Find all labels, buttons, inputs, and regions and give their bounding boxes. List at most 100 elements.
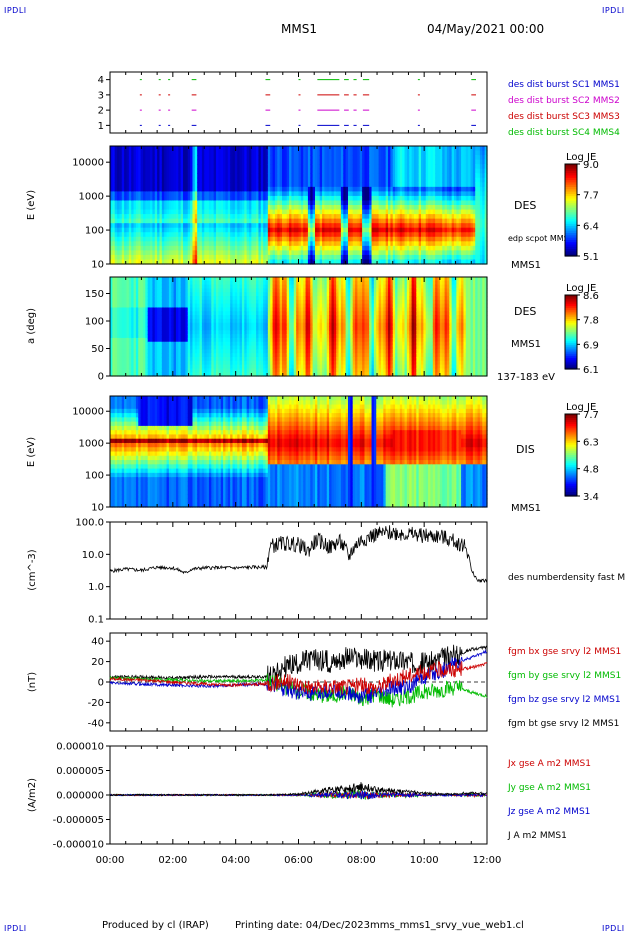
des-energy-cell	[194, 177, 198, 183]
burst-legend-label: des dist burst SC4 MMS4	[508, 128, 620, 138]
des-energy-cell	[187, 241, 191, 247]
des-energy-cell	[246, 232, 250, 238]
des-energy-cell	[147, 250, 151, 256]
des-energy-cell	[117, 259, 121, 265]
des-energy-cell	[213, 191, 217, 197]
des-energy-cell	[194, 227, 198, 233]
des-energy-cell	[192, 254, 196, 261]
des-energy-cell	[208, 146, 212, 152]
des-energy-cell	[152, 259, 156, 265]
des-energy-cell	[208, 223, 212, 229]
des-energy-cell	[256, 200, 260, 206]
des-energy-cell	[208, 182, 212, 188]
des-energy-cell	[173, 223, 177, 229]
des-energy-cell	[241, 232, 245, 238]
des-energy-cell	[112, 259, 116, 265]
des-energy-cell	[112, 214, 116, 220]
des-energy-cell	[168, 205, 172, 211]
des-energy-cell	[164, 245, 168, 251]
des-energy-cell	[239, 245, 243, 251]
des-energy-cell	[241, 236, 245, 242]
des-energy-cell	[154, 218, 158, 224]
des-energy-cell	[157, 155, 161, 161]
des-energy-cell	[246, 205, 250, 211]
des-energy-cell	[168, 191, 172, 197]
des-energy-cell	[110, 146, 113, 152]
des-energy-cell	[175, 191, 179, 197]
des-energy-cell	[256, 214, 260, 220]
des-energy-cell	[119, 195, 123, 202]
des-energy-cell	[185, 182, 189, 188]
des-energy-cell	[112, 250, 116, 256]
des-energy-cell	[161, 259, 165, 265]
des-energy-cell	[154, 159, 158, 165]
des-energy-cell	[218, 209, 222, 215]
des-energy-cell	[164, 223, 168, 229]
des-energy-cell	[187, 214, 191, 220]
des-energy-cell	[157, 150, 161, 156]
des-energy-cell	[253, 195, 257, 202]
des-energy-cell	[126, 164, 130, 170]
des-energy-cell	[110, 227, 113, 233]
des-energy-cell	[168, 164, 172, 170]
des-energy-cell	[175, 227, 179, 233]
des-energy-cell	[197, 250, 201, 256]
des-energy-cell	[112, 195, 116, 202]
des-energy-cell	[237, 195, 241, 202]
des-energy-cell	[124, 159, 128, 165]
des-energy-cell	[173, 146, 177, 152]
des-energy-cell	[159, 236, 163, 242]
des-energy-cell	[140, 227, 144, 233]
des-energy-cell	[145, 227, 149, 233]
des-energy-cell	[138, 146, 142, 152]
des-energy-cell	[251, 250, 255, 256]
des-energy-cell	[197, 205, 201, 211]
des-energy-cell	[152, 155, 156, 161]
des-energy-cell	[246, 146, 250, 152]
des-energy-colorbar-tick-label: 9.0	[583, 160, 599, 171]
des-energy-cell	[206, 209, 210, 215]
des-energy-cell	[258, 191, 262, 197]
des-energy-cell	[218, 155, 222, 161]
des-energy-cell	[220, 205, 224, 211]
des-energy-cell	[230, 245, 234, 251]
des-energy-cell	[128, 245, 132, 251]
des-energy-cell	[178, 164, 182, 170]
des-energy-cell	[241, 209, 245, 215]
des-energy-cell	[232, 209, 236, 215]
des-energy-cell	[154, 209, 158, 215]
des-energy-cell	[201, 195, 205, 202]
des-energy-cell	[140, 173, 144, 179]
des-energy-cell	[253, 227, 257, 233]
des-energy-cell	[208, 236, 212, 242]
des-energy-cell	[216, 241, 219, 247]
des-energy-cell	[168, 146, 172, 152]
des-energy-cell	[117, 177, 121, 183]
des-energy-cell	[225, 223, 229, 229]
des-energy-cell	[201, 227, 205, 233]
des-energy-cell	[126, 186, 130, 192]
des-energy-cell	[114, 254, 118, 261]
des-energy-cell	[150, 155, 154, 161]
des-energy-cell	[253, 236, 257, 242]
des-energy-cell	[206, 223, 210, 229]
des-energy-cell	[258, 155, 262, 161]
des-energy-cell	[133, 159, 137, 165]
des-energy-cell	[192, 195, 196, 202]
des-energy-cell	[220, 168, 224, 174]
des-energy-cell	[168, 250, 172, 256]
des-energy-cell	[117, 218, 121, 224]
des-energy-cell	[199, 177, 203, 183]
des-energy-cell	[173, 205, 177, 211]
des-energy-cell	[159, 168, 163, 174]
des-energy-cell	[164, 236, 168, 242]
des-energy-cell	[239, 218, 243, 224]
des-energy-cell	[225, 191, 229, 197]
des-energy-cell	[197, 259, 201, 265]
des-energy-cell	[124, 214, 128, 220]
des-energy-cell	[230, 200, 234, 206]
des-energy-cell	[251, 254, 255, 261]
des-energy-cell	[110, 209, 113, 215]
des-energy-cell	[135, 164, 139, 170]
des-energy-cell	[265, 214, 269, 220]
